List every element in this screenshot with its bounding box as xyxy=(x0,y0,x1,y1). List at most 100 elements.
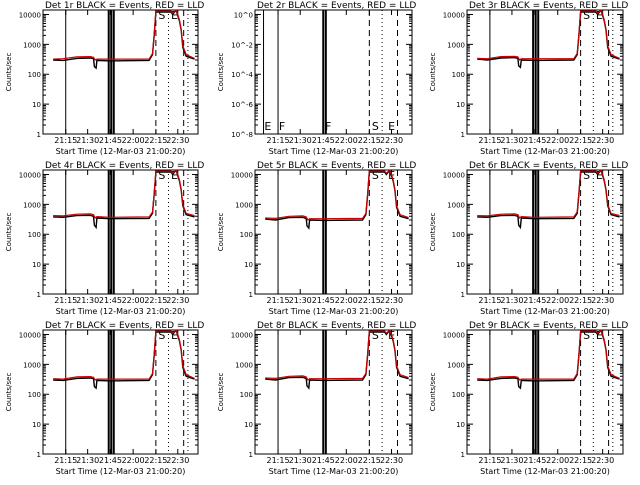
y-tick-label: 1000 xyxy=(447,361,465,369)
panel-title: Det 8r BLACK = Events, RED = LLD xyxy=(257,321,416,331)
x-tick-label: 21:30 xyxy=(500,136,523,145)
x-tick-label: 22:00 xyxy=(335,136,358,145)
series-line-lld xyxy=(53,10,195,61)
marker-letter: F xyxy=(325,120,331,133)
plot-frame xyxy=(466,169,624,295)
y-axis-label: Counts/sec xyxy=(5,373,13,412)
y-axis-label: Counts/sec xyxy=(429,373,437,412)
x-tick-label: 22:00 xyxy=(122,136,145,145)
x-tick-label: 21:45 xyxy=(523,456,546,465)
x-tick-label: 22:30 xyxy=(591,456,614,465)
x-tick-label: 21:15 xyxy=(478,136,501,145)
x-tick-label: 22:15 xyxy=(144,136,167,145)
y-tick-label: 10000 xyxy=(231,331,253,339)
marker-letter: S xyxy=(583,169,590,182)
x-tick-label: 21:30 xyxy=(289,456,312,465)
x-tick-label: 21:15 xyxy=(478,296,501,305)
y-tick-label: 1000 xyxy=(235,201,253,209)
x-axis-label: Start Time (12-Mar-03 21:00:20) xyxy=(269,467,399,476)
plot-frame xyxy=(466,329,624,455)
marker-letter: S xyxy=(158,9,165,22)
marker-letter: S xyxy=(372,169,379,182)
x-axis-label: Start Time (12-Mar-03 21:00:20) xyxy=(480,147,610,156)
y-tick-label: 100 xyxy=(452,391,465,399)
y-tick-label: 100 xyxy=(452,71,465,79)
series-line-lld xyxy=(53,170,195,219)
y-tick-label: 100 xyxy=(452,231,465,239)
x-axis-label: Start Time (12-Mar-03 21:00:20) xyxy=(56,147,186,156)
marker-letter: S xyxy=(158,169,165,182)
marker-letter: E xyxy=(171,9,178,22)
marker-letter: S xyxy=(158,329,165,342)
y-tick-label: 10000 xyxy=(19,11,41,19)
x-tick-label: 22:15 xyxy=(144,296,167,305)
x-tick-label: 21:15 xyxy=(54,456,77,465)
y-tick-label: 10^-4 xyxy=(231,71,253,79)
x-tick-label: 21:15 xyxy=(267,136,290,145)
x-tick-label: 21:30 xyxy=(76,136,99,145)
panel-title: Det 2r BLACK = Events, RED = LLD xyxy=(257,1,416,11)
y-tick-label: 1 xyxy=(37,291,41,299)
y-tick-label: 10000 xyxy=(443,11,465,19)
y-tick-label: 1000 xyxy=(23,41,41,49)
x-tick-label: 21:15 xyxy=(54,136,77,145)
marker-letter: S xyxy=(372,329,379,342)
y-tick-label: 10000 xyxy=(443,171,465,179)
x-tick-label: 21:45 xyxy=(312,136,335,145)
x-tick-label: 21:45 xyxy=(523,136,546,145)
x-tick-label: 21:45 xyxy=(312,296,335,305)
marker-letter: E xyxy=(596,329,603,342)
series-group xyxy=(265,330,409,390)
detector-panel-1: Det 1r BLACK = Events, RED = LLD Start Ti… xyxy=(5,1,204,156)
x-tick-label: 21:15 xyxy=(267,456,290,465)
plot-frame xyxy=(254,329,413,455)
y-tick-label: 100 xyxy=(240,391,253,399)
y-tick-label: 1 xyxy=(249,291,253,299)
series-line-lld xyxy=(477,10,620,61)
plot-frame xyxy=(466,9,624,135)
marker-letter: E xyxy=(171,329,178,342)
x-tick-label: 22:00 xyxy=(546,456,569,465)
x-tick-label: 22:30 xyxy=(166,296,189,305)
x-tick-label: 22:15 xyxy=(569,136,592,145)
plot-frame xyxy=(42,9,199,135)
x-tick-label: 22:00 xyxy=(546,136,569,145)
y-tick-label: 10 xyxy=(32,261,41,269)
y-tick-label: 1000 xyxy=(235,361,253,369)
x-tick-label: 21:30 xyxy=(500,456,523,465)
x-tick-label: 22:15 xyxy=(144,456,167,465)
y-tick-label: 1 xyxy=(37,131,41,139)
series-group xyxy=(477,170,620,230)
y-tick-label: 1000 xyxy=(23,201,41,209)
series-line-lld xyxy=(265,170,409,221)
x-tick-label: 22:00 xyxy=(335,296,358,305)
series-group xyxy=(53,10,195,70)
y-tick-label: 10000 xyxy=(19,171,41,179)
x-axis-label: Start Time (12-Mar-03 21:00:20) xyxy=(480,467,610,476)
x-tick-label: 21:15 xyxy=(478,456,501,465)
y-tick-label: 10^-2 xyxy=(231,41,253,49)
x-tick-label: 21:45 xyxy=(312,456,335,465)
detector-panel-8: Det 8r BLACK = Events, RED = LLD Start Ti… xyxy=(217,321,416,476)
y-tick-label: 10000 xyxy=(231,171,253,179)
marker-letter: E xyxy=(388,120,395,133)
x-axis-label: Start Time (12-Mar-03 21:00:20) xyxy=(269,307,399,316)
y-tick-label: 1000 xyxy=(447,41,465,49)
y-axis-label: Counts/sec xyxy=(217,53,225,92)
series-line-lld xyxy=(265,330,409,381)
x-tick-label: 22:30 xyxy=(380,456,403,465)
y-tick-label: 1000 xyxy=(447,201,465,209)
y-axis-label: Counts/sec xyxy=(429,213,437,252)
y-tick-label: 100 xyxy=(240,231,253,239)
marker-letter: E xyxy=(264,120,271,133)
x-tick-label: 21:30 xyxy=(289,136,312,145)
x-tick-label: 22:00 xyxy=(122,456,145,465)
y-tick-label: 10000 xyxy=(443,331,465,339)
marker-letter: E xyxy=(596,169,603,182)
x-tick-label: 22:30 xyxy=(166,136,189,145)
panel-title: Det 9r BLACK = Events, RED = LLD xyxy=(469,321,628,331)
panel-title: Det 3r BLACK = Events, RED = LLD xyxy=(469,1,628,11)
x-tick-label: 22:15 xyxy=(358,456,381,465)
y-tick-label: 1 xyxy=(461,131,465,139)
